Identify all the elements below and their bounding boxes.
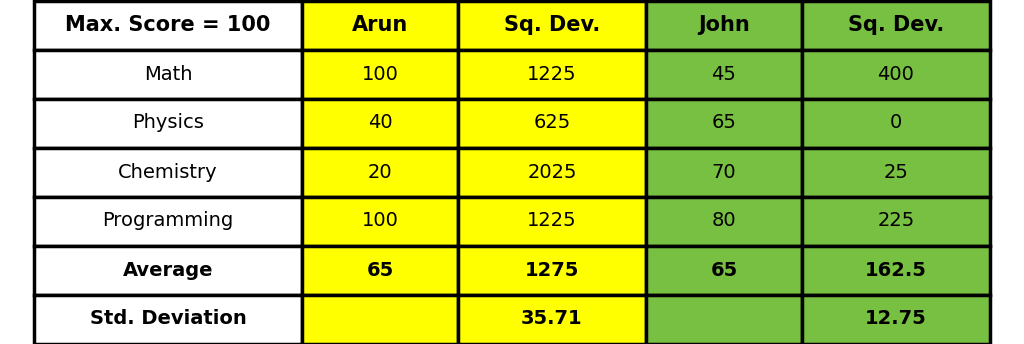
Bar bbox=[458, 0, 646, 50]
Text: 70: 70 bbox=[712, 162, 736, 182]
Text: 25: 25 bbox=[884, 162, 908, 182]
Bar bbox=[302, 98, 458, 148]
Bar bbox=[458, 50, 646, 98]
Bar bbox=[646, 196, 802, 246]
Text: 65: 65 bbox=[711, 260, 737, 279]
Bar bbox=[646, 246, 802, 294]
Bar bbox=[34, 294, 302, 344]
Text: 20: 20 bbox=[368, 162, 392, 182]
Text: 12.75: 12.75 bbox=[865, 310, 927, 329]
Bar bbox=[302, 0, 458, 50]
Text: 1225: 1225 bbox=[527, 65, 577, 84]
Bar bbox=[302, 246, 458, 294]
Bar bbox=[34, 98, 302, 148]
Text: 1225: 1225 bbox=[527, 212, 577, 230]
Text: 0: 0 bbox=[890, 114, 902, 132]
Text: Sq. Dev.: Sq. Dev. bbox=[848, 15, 944, 35]
Bar bbox=[646, 98, 802, 148]
Bar bbox=[646, 0, 802, 50]
Text: 625: 625 bbox=[534, 114, 570, 132]
Text: Max. Score = 100: Max. Score = 100 bbox=[66, 15, 270, 35]
Bar bbox=[802, 246, 990, 294]
Bar bbox=[34, 148, 302, 196]
Text: 65: 65 bbox=[367, 260, 393, 279]
Text: 100: 100 bbox=[361, 212, 398, 230]
Bar bbox=[802, 50, 990, 98]
Bar bbox=[802, 98, 990, 148]
Text: 1275: 1275 bbox=[525, 260, 580, 279]
Bar bbox=[34, 0, 302, 50]
Text: 40: 40 bbox=[368, 114, 392, 132]
Bar bbox=[646, 50, 802, 98]
Text: Chemistry: Chemistry bbox=[118, 162, 218, 182]
Text: Programming: Programming bbox=[102, 212, 233, 230]
Text: Math: Math bbox=[143, 65, 193, 84]
Text: Sq. Dev.: Sq. Dev. bbox=[504, 15, 600, 35]
Bar bbox=[302, 196, 458, 246]
Text: Std. Deviation: Std. Deviation bbox=[90, 310, 247, 329]
Text: 80: 80 bbox=[712, 212, 736, 230]
Bar bbox=[646, 294, 802, 344]
Text: Physics: Physics bbox=[132, 114, 204, 132]
Text: 225: 225 bbox=[878, 212, 914, 230]
Bar bbox=[458, 196, 646, 246]
Text: 35.71: 35.71 bbox=[521, 310, 583, 329]
Text: 2025: 2025 bbox=[527, 162, 577, 182]
Bar bbox=[458, 246, 646, 294]
Bar bbox=[34, 50, 302, 98]
Bar bbox=[34, 246, 302, 294]
Text: Arun: Arun bbox=[352, 15, 409, 35]
Bar bbox=[458, 294, 646, 344]
Bar bbox=[802, 196, 990, 246]
Text: 100: 100 bbox=[361, 65, 398, 84]
Bar bbox=[802, 148, 990, 196]
Bar bbox=[802, 294, 990, 344]
Bar bbox=[302, 294, 458, 344]
Text: 162.5: 162.5 bbox=[865, 260, 927, 279]
Text: Average: Average bbox=[123, 260, 213, 279]
Bar bbox=[458, 148, 646, 196]
Bar bbox=[458, 98, 646, 148]
Text: 65: 65 bbox=[712, 114, 736, 132]
Text: 400: 400 bbox=[878, 65, 914, 84]
Bar bbox=[302, 148, 458, 196]
Bar bbox=[646, 148, 802, 196]
Bar bbox=[34, 196, 302, 246]
Bar bbox=[802, 0, 990, 50]
Text: 45: 45 bbox=[712, 65, 736, 84]
Bar bbox=[302, 50, 458, 98]
Text: John: John bbox=[698, 15, 750, 35]
